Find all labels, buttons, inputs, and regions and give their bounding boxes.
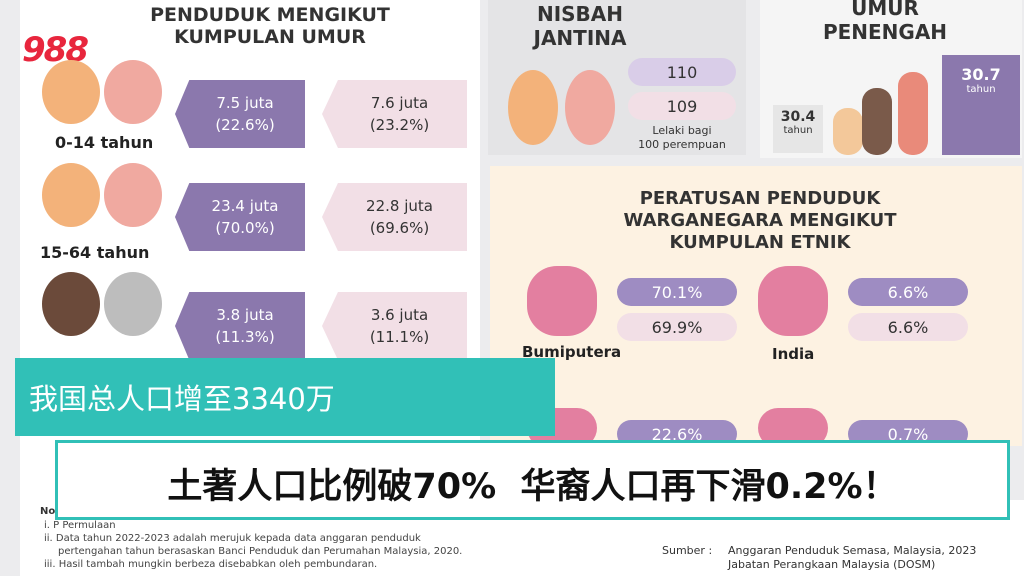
source-label: Sumber : xyxy=(662,544,713,557)
unit: tahun xyxy=(966,84,996,95)
male-value: 7.5 juta xyxy=(216,94,274,112)
sex-ratio-note: Lelaki bagi xyxy=(652,124,712,137)
female-value: (69.6%) xyxy=(369,219,430,237)
median-age-after: 30.7 tahun xyxy=(942,55,1020,155)
female-card: 7.6 juta (23.2%) xyxy=(322,80,467,148)
female-value: (11.1%) xyxy=(369,328,430,346)
male-value: 23.4 juta xyxy=(211,197,279,215)
note-line: i. P Permulaan xyxy=(44,520,116,531)
person-icon xyxy=(527,266,597,336)
note-line: ii. Data tahun 2022-2023 adalah merujuk … xyxy=(44,533,421,544)
ethnic-title: PERATUSAN PENDUDUK xyxy=(639,188,881,209)
age-title: KUMPULAN UMUR xyxy=(174,26,366,48)
person-icon xyxy=(42,272,100,336)
person-icon xyxy=(508,70,558,145)
value: 30.4 xyxy=(780,109,816,125)
female-value: 7.6 juta xyxy=(370,94,429,112)
male-value: (11.3%) xyxy=(215,328,275,346)
age-label: 0-14 tahun xyxy=(55,133,154,152)
female-card: 22.8 juta (69.6%) xyxy=(322,183,467,251)
sex-ratio-value: 110 xyxy=(628,58,736,86)
ethnic-label: Bumiputera xyxy=(522,343,622,361)
source-line: Jabatan Perangkaan Malaysia (DOSM) xyxy=(728,558,936,571)
person-icon xyxy=(862,88,892,155)
male-value: 3.8 juta xyxy=(216,306,274,324)
person-icon xyxy=(898,72,928,155)
person-icon xyxy=(758,266,828,336)
person-icon xyxy=(104,163,162,227)
person-icon xyxy=(42,163,100,227)
ethnic-value: 6.6% xyxy=(848,278,968,306)
female-value: (23.2%) xyxy=(369,116,430,134)
unit: tahun xyxy=(783,125,813,136)
ethnic-title: KUMPULAN ETNIK xyxy=(669,232,851,253)
sex-ratio-title: JANTINA xyxy=(533,26,627,50)
note-line: iii. Hasil tambah mungkin berbeza diseba… xyxy=(44,559,378,570)
ethnic-title: WARGANEGARA MENGIKUT xyxy=(623,210,897,231)
sex-ratio-value: 109 xyxy=(628,92,736,120)
median-age-title: PENENGAH xyxy=(822,20,948,44)
source-line: Anggaran Penduduk Semasa, Malaysia, 2023 xyxy=(728,544,977,557)
age-title: PENDUDUK MENGIKUT xyxy=(150,4,390,26)
female-card: 3.6 juta (11.1%) xyxy=(322,292,467,360)
male-value: (70.0%) xyxy=(215,219,275,237)
sex-ratio-note: 100 perempuan xyxy=(638,138,726,151)
male-card: 3.8 juta (11.3%) xyxy=(175,292,305,360)
caption: 土著人口比例破70% 华裔人口再下滑0.2%！ xyxy=(55,440,1010,520)
caption: 我国总人口增至3340万 xyxy=(15,358,555,436)
female-value: 3.6 juta xyxy=(370,306,429,324)
ethnic-value: 6.6% xyxy=(848,313,968,341)
male-card: 23.4 juta (70.0%) xyxy=(175,183,305,251)
male-value: (22.6%) xyxy=(215,116,275,134)
ethnic-value: 70.1% xyxy=(617,278,737,306)
person-icon xyxy=(42,60,100,124)
median-age-before: 30.4 tahun xyxy=(773,105,823,153)
female-value: 22.8 juta xyxy=(366,197,433,215)
note-line: pertengahan tahun berasaskan Banci Pendu… xyxy=(58,546,463,557)
sex-ratio-title: NISBAH xyxy=(536,2,624,26)
ethnic-value: 69.9% xyxy=(617,313,737,341)
person-icon xyxy=(565,70,615,145)
person-icon xyxy=(104,60,162,124)
value: 30.7 xyxy=(961,65,1001,84)
median-age-title: UMUR xyxy=(851,0,919,20)
male-card: 7.5 juta (22.6%) xyxy=(175,80,305,148)
person-icon xyxy=(104,272,162,336)
age-label: 15-64 tahun xyxy=(40,243,150,262)
ethnic-label: India xyxy=(772,345,815,363)
person-icon xyxy=(833,108,863,155)
